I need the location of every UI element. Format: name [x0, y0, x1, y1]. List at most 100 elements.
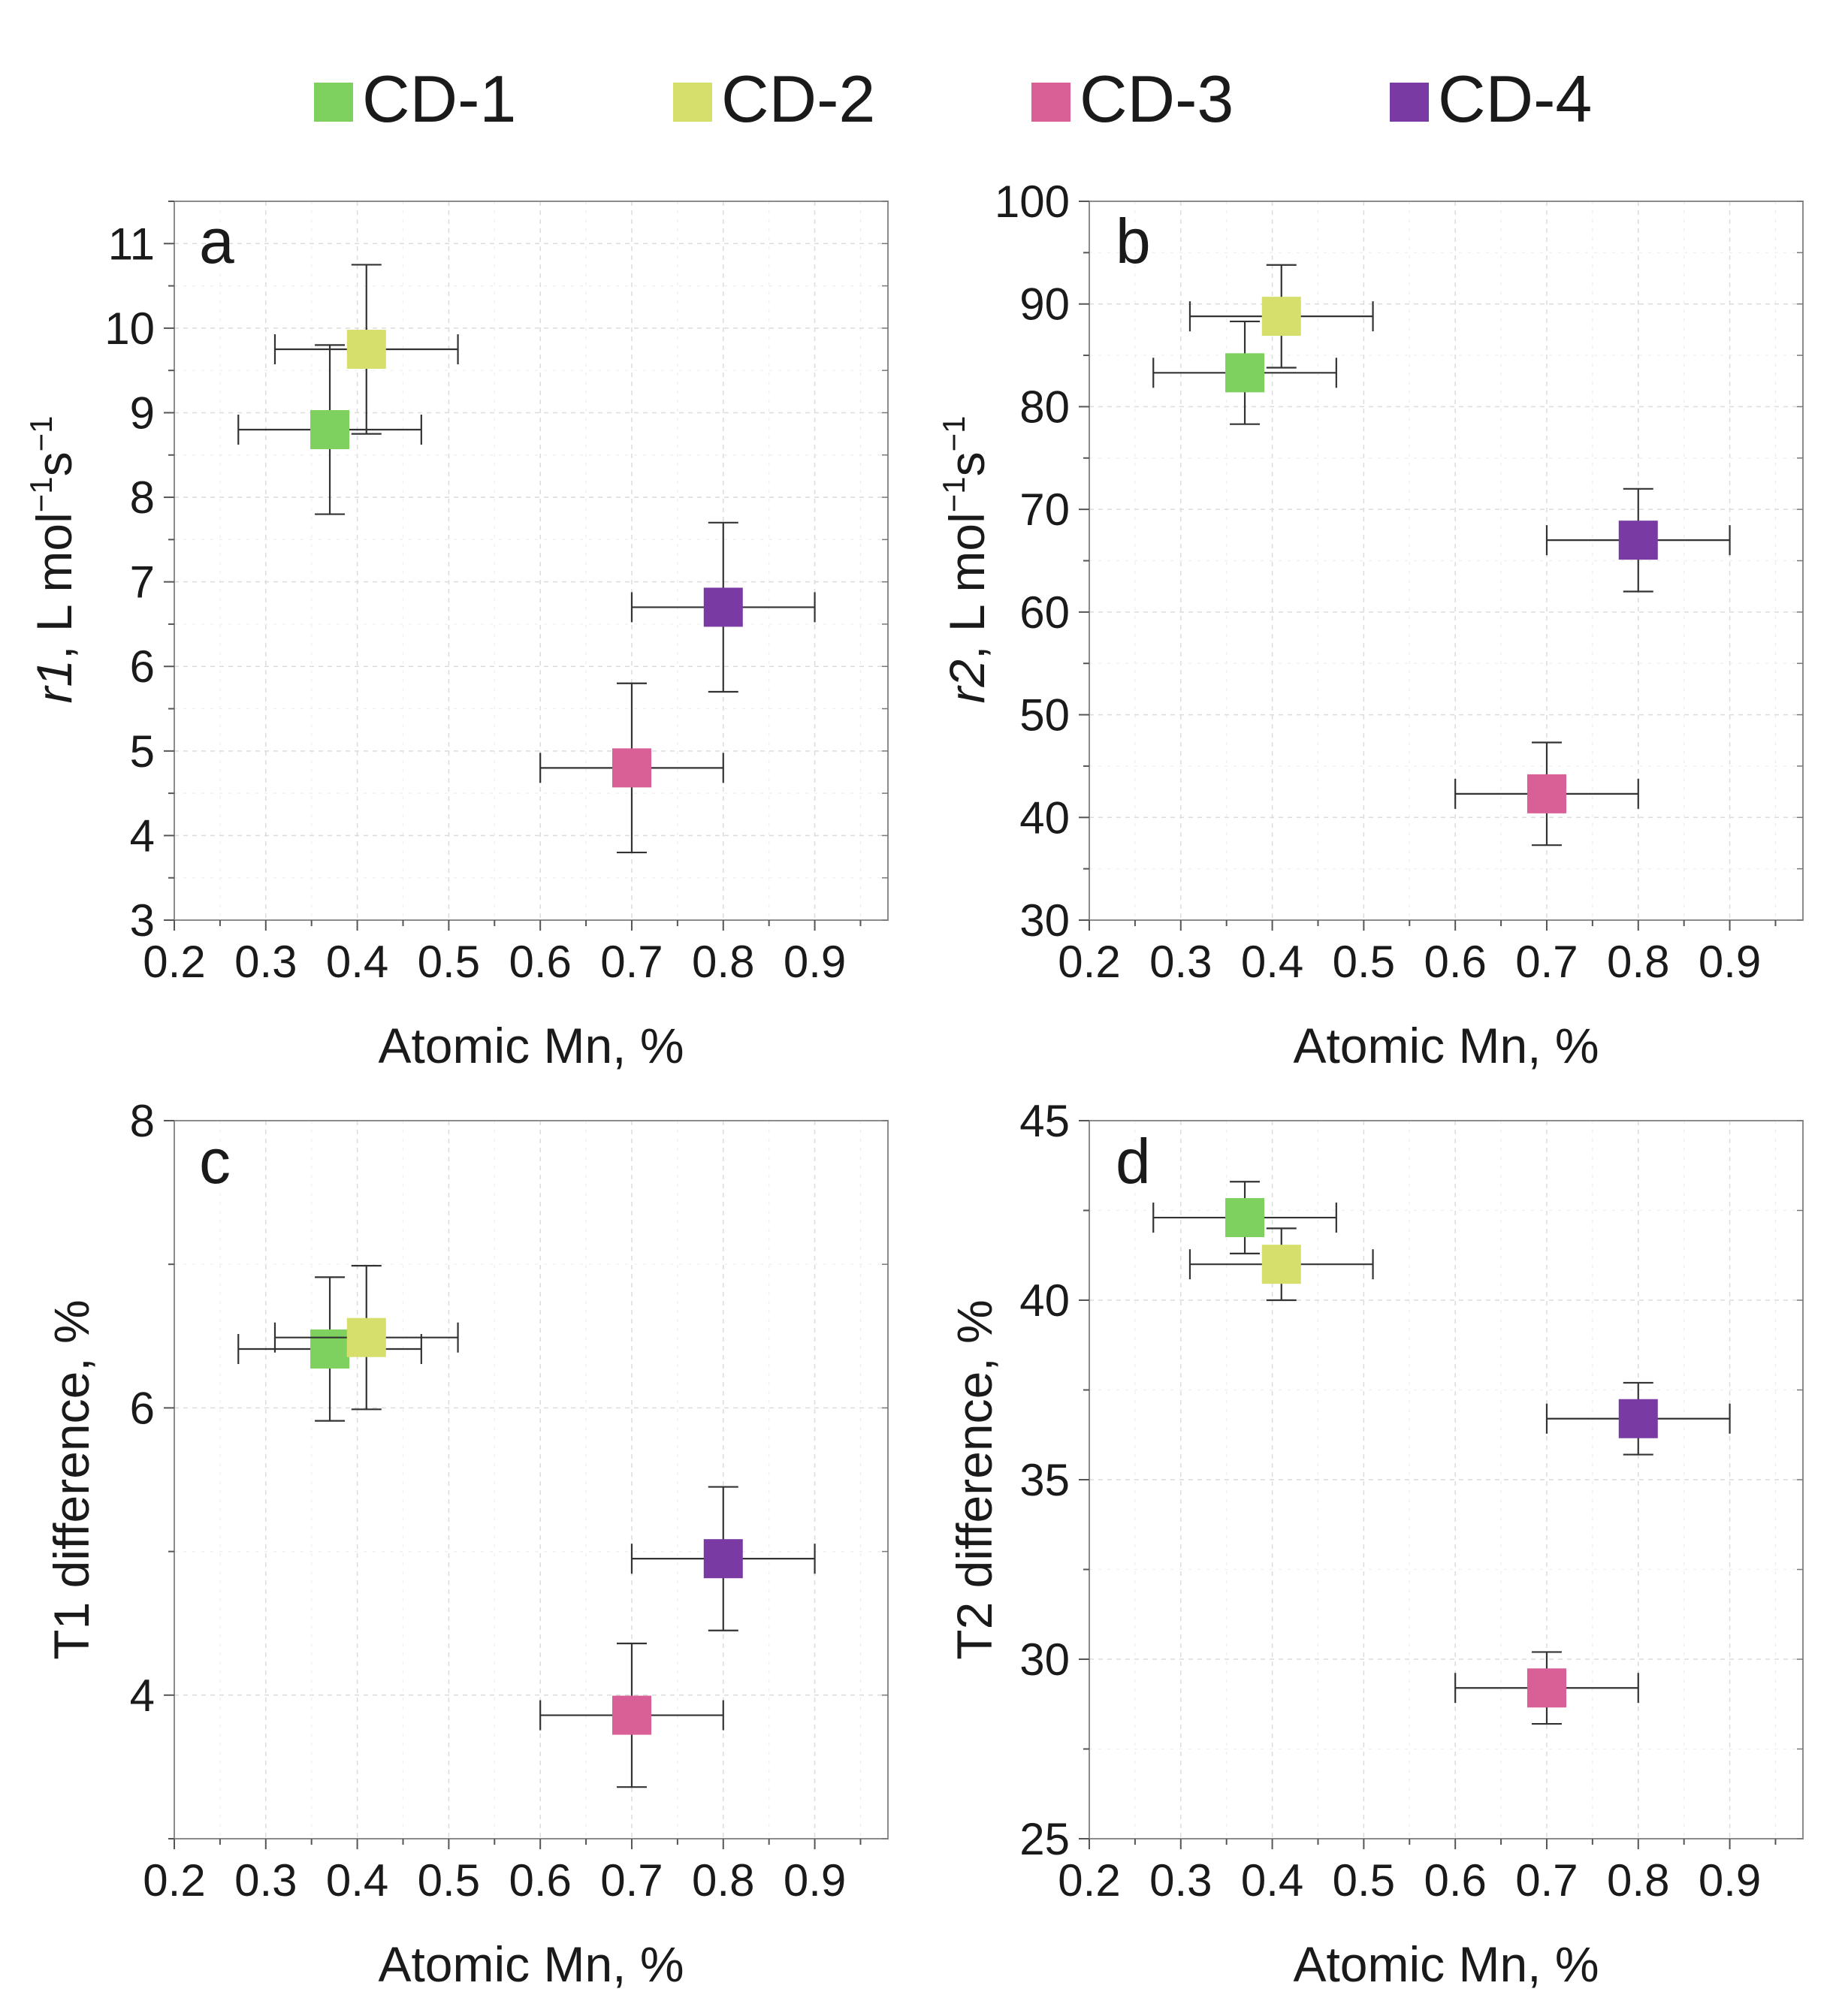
panel-letter: c	[199, 1126, 231, 1197]
legend-label: CD-4	[1438, 62, 1592, 136]
data-point-cd-3	[1454, 741, 1639, 847]
x-tick-label: 0.5	[1333, 937, 1395, 987]
y-tick-label: 80	[1019, 382, 1070, 432]
y-tick-label: 4	[130, 810, 155, 861]
marker-square	[1526, 1668, 1566, 1708]
y-tick-label: 30	[1019, 895, 1070, 946]
y-axis-label: T2 difference, %	[947, 1299, 1002, 1659]
x-tick-label: 0.2	[1058, 1855, 1120, 1906]
y-axis-label: r2, L mol−1s−1	[936, 415, 995, 703]
data-point-cd-1	[1152, 1181, 1337, 1254]
panel-a: 0.2 0.3 0.4 0.5 0.6 0.7 0.8 0.9 3 4 5 6 7 8 9 10 11 Atomi…	[23, 201, 889, 1073]
marker-square	[1618, 521, 1658, 560]
y-tick-label: 9	[130, 388, 155, 438]
x-tick-label: 0.4	[1241, 1855, 1303, 1906]
data-point-cd-2	[1188, 264, 1374, 369]
y-axis-label-unit-s: s	[939, 451, 995, 476]
data-point-cd-1	[1152, 320, 1337, 425]
data-point-cd-4	[630, 1486, 816, 1631]
marker-square	[703, 1539, 743, 1579]
data-point-cd-2	[273, 264, 459, 435]
x-tick-label: 0.3	[1149, 937, 1212, 987]
marker-square	[703, 587, 743, 627]
x-tick-label: 0.5	[1333, 1855, 1395, 1906]
x-axis-label: Atomic Mn, %	[378, 1018, 684, 1073]
legend-swatch	[1031, 83, 1070, 122]
data-point-cd-4	[630, 521, 816, 693]
y-axis-label: T1 difference, %	[44, 1299, 99, 1659]
x-tick-label: 0.4	[1241, 937, 1303, 987]
x-tick-label: 0.7	[1515, 1855, 1578, 1906]
y-tick-label: 70	[1019, 484, 1070, 535]
y-axis-label-superscript: −1	[23, 476, 59, 512]
data-point-cd-2	[273, 1265, 459, 1411]
legend-label: CD-3	[1080, 62, 1234, 136]
plot-frame	[174, 1120, 889, 1839]
panel-b: 0.2 0.3 0.4 0.5 0.6 0.7 0.8 0.9 30 40 50 60 70 80 90 10…	[936, 177, 1804, 1073]
marker-square	[1225, 353, 1265, 393]
marker-square	[1225, 1198, 1265, 1238]
y-axis-label-text: T1 difference, %	[44, 1299, 99, 1659]
panels: 0.2 0.3 0.4 0.5 0.6 0.7 0.8 0.934567891011Atomi…	[23, 177, 1804, 1992]
legend-label: CD-1	[362, 62, 516, 136]
data-point-cd-4	[1545, 487, 1731, 593]
y-axis-label: r1, L mol−1s−1	[23, 415, 82, 703]
y-axis-label-unit: , L mol	[939, 512, 995, 659]
data-point-cd-3	[539, 1642, 724, 1788]
legend: CD-1 CD-2 CD-3 CD-4	[314, 62, 1592, 136]
y-tick-label: 40	[1019, 792, 1070, 843]
legend-swatch	[314, 83, 353, 122]
y-tick-label: 3	[130, 895, 155, 946]
legend-swatch	[1390, 83, 1429, 122]
x-tick-label: 0.7	[600, 937, 663, 987]
x-tick-label: 0.9	[784, 937, 846, 987]
marker-square	[1618, 1399, 1658, 1438]
y-tick-label: 60	[1019, 587, 1070, 638]
panel-d: 0.2 0.3 0.4 0.5 0.6 0.7 0.8 0.9 25 30 35 40 45 Atomic…	[947, 1096, 1804, 1992]
x-tick-label: 0.6	[1424, 1855, 1486, 1906]
x-tick-label: 0.8	[1607, 1855, 1669, 1906]
marker-square	[1526, 774, 1566, 813]
x-tick-label: 0.4	[326, 937, 388, 987]
marker-square	[1261, 1245, 1301, 1284]
panel-letter: a	[199, 206, 234, 276]
legend-item-cd-1: CD-1	[314, 62, 516, 136]
marker-square	[346, 1317, 386, 1357]
x-tick-label: 0.6	[509, 1855, 571, 1906]
y-tick-label: 8	[130, 1096, 155, 1146]
x-tick-label: 0.9	[784, 1855, 846, 1906]
legend-swatch	[673, 83, 712, 122]
data-point-cd-2	[1188, 1227, 1374, 1302]
x-tick-label: 0.8	[692, 1855, 754, 1906]
y-tick-label: 25	[1019, 1814, 1070, 1864]
data-point-cd-1	[237, 344, 422, 515]
data-point-cd-3	[1454, 1651, 1639, 1725]
legend-label: CD-2	[721, 62, 875, 136]
y-tick-label: 45	[1019, 1096, 1070, 1146]
x-tick-label: 0.4	[326, 1855, 388, 1906]
data-point-cd-4	[1545, 1381, 1731, 1456]
y-axis-label-superscript: −1	[936, 476, 971, 512]
y-tick-label: 5	[130, 726, 155, 777]
marker-square	[1261, 297, 1301, 337]
y-tick-label: 30	[1019, 1634, 1070, 1685]
y-axis-label-symbol: r2	[939, 659, 995, 704]
data-point-cd-1	[237, 1276, 422, 1422]
marker-square	[310, 409, 350, 449]
y-tick-label: 35	[1019, 1455, 1070, 1505]
x-tick-label: 0.6	[509, 937, 571, 987]
y-tick-label: 100	[995, 177, 1070, 227]
y-axis-label-unit-s: s	[26, 451, 82, 476]
marker-square	[310, 1329, 350, 1369]
x-tick-label: 0.3	[234, 1855, 297, 1906]
panel-letter: b	[1116, 206, 1151, 276]
x-tick-label: 0.7	[1515, 937, 1578, 987]
x-tick-label: 0.6	[1424, 937, 1486, 987]
marker-square	[611, 1695, 651, 1735]
legend-item-cd-3: CD-3	[1031, 62, 1234, 136]
y-tick-label: 6	[130, 1383, 155, 1433]
x-axis-label: Atomic Mn, %	[1293, 1018, 1599, 1073]
x-axis-label: Atomic Mn, %	[1293, 1936, 1599, 1992]
x-tick-label: 0.7	[600, 1855, 663, 1906]
x-tick-label: 0.8	[1607, 937, 1669, 987]
